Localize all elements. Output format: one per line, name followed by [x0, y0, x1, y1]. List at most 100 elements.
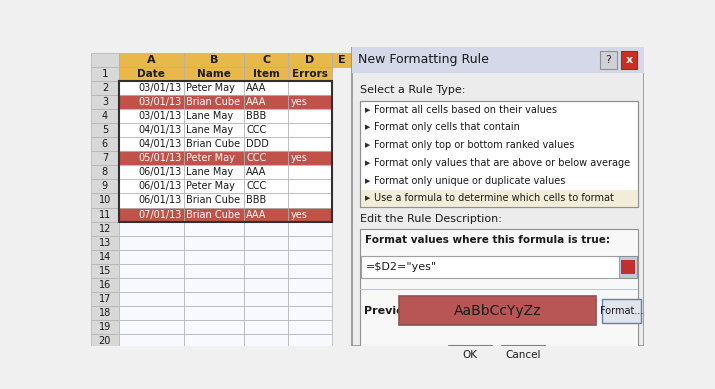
Bar — [244, 320, 288, 334]
Text: Format values where this formula is true:: Format values where this formula is true… — [365, 235, 611, 245]
Text: Lane May: Lane May — [187, 111, 234, 121]
Text: 03/01/13: 03/01/13 — [139, 83, 182, 93]
Text: CCC: CCC — [246, 125, 267, 135]
Bar — [119, 165, 184, 179]
Bar — [288, 334, 332, 348]
Bar — [91, 81, 119, 95]
Bar — [184, 292, 244, 306]
Text: OK: OK — [463, 350, 478, 360]
Bar — [360, 101, 638, 207]
Text: 4: 4 — [102, 111, 108, 121]
Bar — [119, 207, 184, 222]
Bar — [184, 264, 244, 278]
Bar — [352, 47, 644, 73]
Bar — [288, 179, 332, 193]
Bar — [119, 67, 184, 81]
Text: CCC: CCC — [246, 181, 267, 191]
Text: AAA: AAA — [246, 97, 267, 107]
Text: DDD: DDD — [246, 139, 269, 149]
Bar — [119, 306, 184, 320]
Text: Date: Date — [137, 69, 165, 79]
Bar — [184, 320, 244, 334]
Bar — [119, 109, 184, 123]
Bar — [91, 334, 119, 348]
Bar — [288, 320, 332, 334]
Text: 06/01/13: 06/01/13 — [139, 196, 182, 205]
Bar — [244, 278, 288, 292]
Bar — [288, 95, 332, 109]
Bar — [91, 207, 119, 222]
Bar — [244, 292, 288, 306]
Text: Lane May: Lane May — [187, 167, 234, 177]
Bar — [119, 334, 184, 348]
Text: 2: 2 — [102, 83, 108, 93]
Text: New Formatting Rule: New Formatting Rule — [358, 53, 488, 67]
Bar — [184, 222, 244, 236]
Bar — [184, 207, 244, 222]
Text: Format all cells based on their values: Format all cells based on their values — [374, 105, 557, 115]
Bar — [288, 250, 332, 264]
Text: Peter May: Peter May — [187, 181, 235, 191]
Bar — [360, 189, 638, 207]
Text: Brian Cube: Brian Cube — [187, 139, 240, 149]
Text: 04/01/13: 04/01/13 — [139, 139, 182, 149]
Bar — [91, 278, 119, 292]
Text: Peter May: Peter May — [187, 83, 235, 93]
Bar — [332, 53, 352, 67]
Bar — [91, 67, 119, 81]
Text: AAA: AAA — [246, 167, 267, 177]
Bar — [244, 109, 288, 123]
Text: Item: Item — [252, 69, 280, 79]
Bar — [621, 51, 637, 68]
Text: Brian Cube: Brian Cube — [187, 196, 240, 205]
Text: BBB: BBB — [246, 196, 267, 205]
Bar — [91, 236, 119, 250]
Bar — [244, 53, 288, 67]
Text: 06/01/13: 06/01/13 — [139, 167, 182, 177]
Text: Lane May: Lane May — [187, 125, 234, 135]
Bar — [91, 222, 119, 236]
Text: 06/01/13: 06/01/13 — [139, 181, 182, 191]
Bar — [288, 278, 332, 292]
Bar — [184, 306, 244, 320]
Bar — [91, 264, 119, 278]
Text: 6: 6 — [102, 139, 108, 149]
Bar — [184, 95, 244, 109]
Bar — [244, 264, 288, 278]
Bar — [91, 109, 119, 123]
Bar — [360, 229, 638, 370]
Text: 03/01/13: 03/01/13 — [139, 97, 182, 107]
Bar — [288, 81, 332, 95]
Bar — [288, 53, 332, 67]
Bar — [501, 345, 546, 365]
Text: 07/01/13: 07/01/13 — [139, 210, 182, 219]
Bar — [91, 123, 119, 137]
Bar — [244, 179, 288, 193]
Bar — [244, 334, 288, 348]
Bar — [119, 320, 184, 334]
Bar — [184, 123, 244, 137]
Bar — [619, 256, 637, 278]
Bar — [91, 193, 119, 207]
Bar — [352, 47, 644, 346]
Text: Format...: Format... — [600, 306, 643, 315]
Bar — [184, 109, 244, 123]
Bar — [184, 334, 244, 348]
Bar — [184, 67, 244, 81]
Bar — [244, 67, 288, 81]
Bar — [360, 101, 638, 207]
Bar — [288, 207, 332, 222]
Text: Name: Name — [197, 69, 231, 79]
Bar — [244, 81, 288, 95]
Text: 12: 12 — [99, 224, 111, 234]
Bar — [184, 165, 244, 179]
Bar — [288, 137, 332, 151]
Bar — [288, 292, 332, 306]
Bar — [184, 236, 244, 250]
Bar — [288, 264, 332, 278]
Text: 16: 16 — [99, 280, 111, 290]
Bar — [184, 179, 244, 193]
Bar — [288, 306, 332, 320]
Bar — [91, 53, 119, 67]
Text: AaBbCcYyZz: AaBbCcYyZz — [454, 303, 541, 317]
